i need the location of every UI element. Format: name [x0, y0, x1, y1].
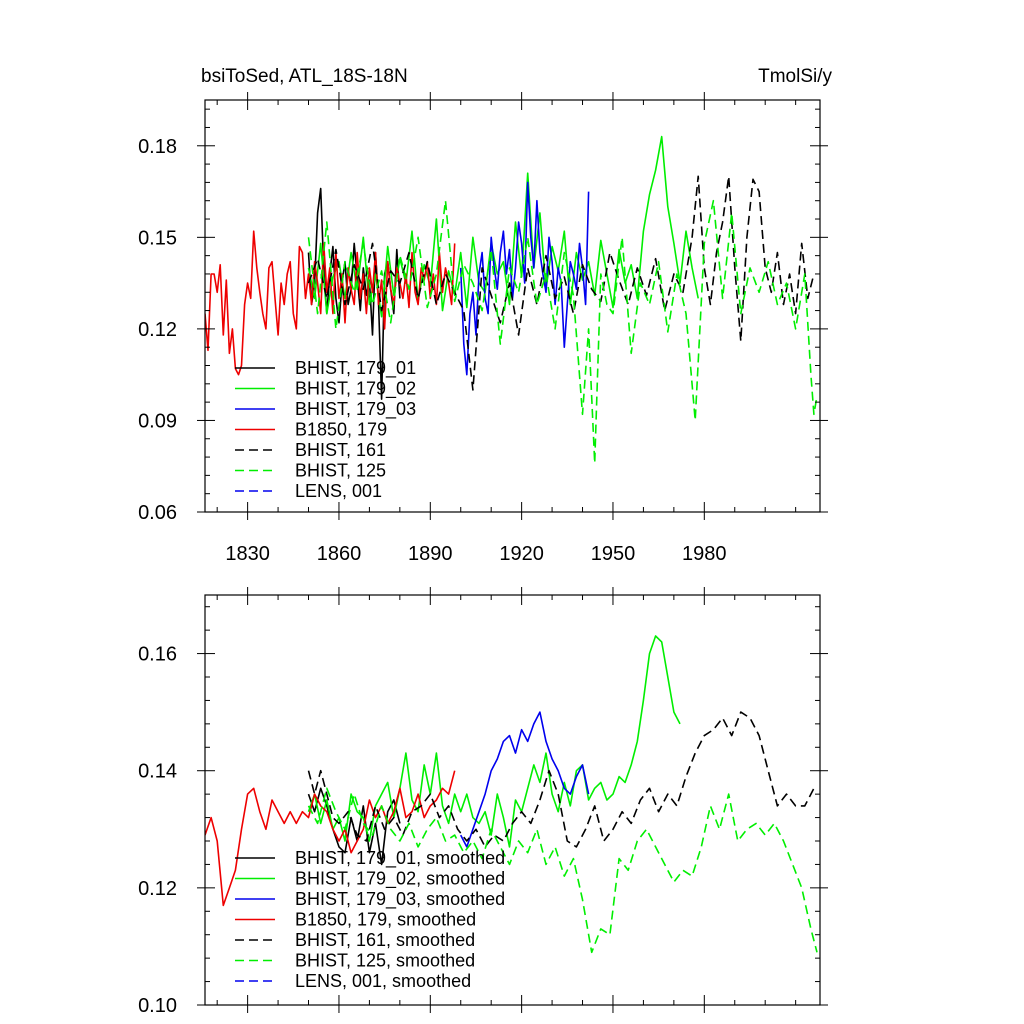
chart-title-left: bsiToSed, ATL_18S-18N [201, 66, 408, 87]
y-tick-label: 0.10 [138, 995, 177, 1017]
series-line-bhist-179-03 [459, 181, 590, 376]
y-tick-label: 0.18 [138, 136, 177, 158]
y-tick-label: 0.12 [138, 878, 177, 900]
x-tick-label: 1950 [591, 543, 636, 565]
series-line-bhist-179-02-smoothed [307, 635, 681, 848]
legend-label: BHIST, 179_03 [295, 399, 416, 420]
series-line-bhist-125 [307, 199, 818, 465]
legend-label: BHIST, 125, smoothed [295, 951, 475, 971]
legend-label: BHIST, 179_02 [295, 379, 416, 400]
x-tick-label: 1830 [225, 543, 270, 565]
x-tick-label: 1920 [499, 543, 544, 565]
series-line-bhist-179-03-smoothed [459, 711, 590, 848]
legend-label: LENS, 001, smoothed [295, 971, 471, 991]
y-tick-label: 0.06 [138, 502, 177, 524]
series-line-bhist-125-smoothed [307, 787, 818, 954]
legend-label: B1850, 179, smoothed [295, 910, 476, 930]
chart-title-right: TmolSi/y [758, 66, 832, 87]
chart-panel-1: bsiToSed, ATL_18S-18N TmolSi/y 1830 1860 189… [138, 66, 832, 565]
legend-label: BHIST, 125 [295, 461, 386, 481]
y-tick-label: 0.09 [138, 410, 177, 432]
series-group [205, 135, 818, 465]
series-line-bhist-161 [307, 175, 815, 391]
series-group [205, 635, 818, 954]
legend-label: LENS, 001 [295, 481, 382, 501]
y-tick-label: 0.15 [138, 227, 177, 249]
x-tick-label: 1860 [317, 543, 362, 565]
legend-label: B1850, 179 [295, 420, 387, 440]
legend-label: BHIST, 161 [295, 440, 386, 460]
y-tick-label: 0.16 [138, 644, 177, 666]
plot-frame [204, 594, 821, 1006]
legend-label: BHIST, 179_01 [295, 358, 416, 379]
x-tick-label: 1980 [682, 543, 727, 565]
legend-label: BHIST, 179_02, smoothed [295, 869, 505, 890]
y-tick-label: 0.14 [138, 761, 177, 783]
legend-label: BHIST, 161, smoothed [295, 930, 475, 950]
legend-label: BHIST, 179_03, smoothed [295, 889, 505, 910]
series-line-bhist-161-smoothed [307, 711, 815, 848]
legend-label: BHIST, 179_01, smoothed [295, 848, 505, 869]
plot-frame [204, 99, 821, 513]
y-tick-label: 0.12 [138, 319, 177, 341]
x-tick-label: 1890 [408, 543, 453, 565]
series-line-b1850-179-smoothed [205, 770, 456, 907]
